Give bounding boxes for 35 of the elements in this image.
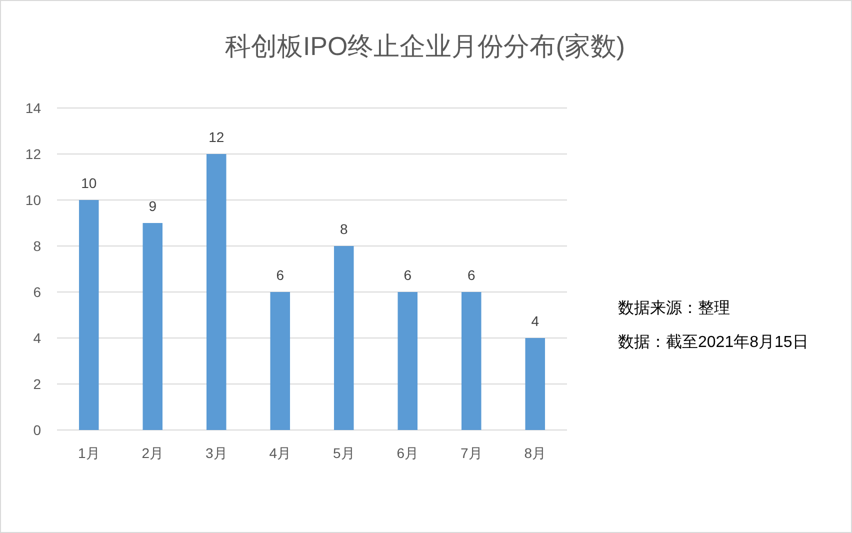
- y-tick-label: 8: [33, 238, 42, 254]
- data-label: 6: [404, 267, 412, 283]
- y-tick-label: 2: [33, 376, 42, 392]
- data-label: 4: [531, 313, 540, 329]
- y-tick-label: 10: [25, 192, 42, 208]
- y-tick-label: 4: [33, 330, 42, 346]
- x-tick-label: 8月: [524, 445, 546, 461]
- bar: [398, 292, 418, 430]
- bar: [142, 223, 163, 430]
- x-tick-label: 5月: [332, 445, 355, 461]
- y-tick-label: 12: [25, 146, 42, 162]
- data-label: 6: [467, 267, 476, 283]
- bar: [334, 246, 354, 430]
- x-tick-label: 4月: [269, 445, 292, 461]
- y-tick-label: 0: [33, 422, 42, 438]
- bar: [270, 292, 290, 430]
- source-note: 数据来源：整理: [618, 299, 730, 317]
- y-tick-label: 14: [25, 100, 42, 116]
- data-label: 6: [276, 267, 284, 283]
- chart-title: 科创板IPO终止企业月份分布(家数): [224, 31, 626, 61]
- bar: [525, 338, 546, 430]
- data-label: 8: [340, 221, 348, 237]
- y-tick-label: 6: [33, 284, 42, 300]
- text: 数据：截至2021年8月15日: [618, 333, 808, 351]
- x-tick-label: 6月: [396, 445, 419, 461]
- x-tick-label: 2月: [142, 445, 164, 461]
- x-tick-label: 1月: [78, 445, 100, 461]
- bar: [78, 200, 99, 430]
- data-label: 12: [208, 129, 224, 145]
- x-tick-label: 7月: [460, 445, 482, 461]
- data-label: 10: [81, 175, 97, 191]
- bar: [206, 154, 226, 430]
- x-tick-label: 3月: [205, 445, 228, 461]
- data-label: 9: [148, 198, 157, 214]
- bar: [461, 292, 482, 430]
